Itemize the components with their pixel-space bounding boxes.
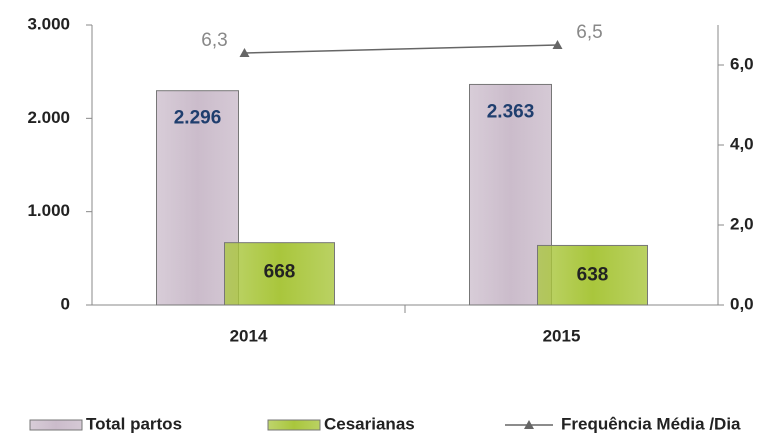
line-marker xyxy=(239,48,250,57)
bar xyxy=(537,244,648,306)
legend-label: Total partos xyxy=(86,414,182,433)
legend-swatch xyxy=(29,419,83,431)
data-label: 2.363 xyxy=(487,101,535,122)
data-label: 638 xyxy=(577,264,609,285)
data-label: 6,5 xyxy=(576,22,602,43)
x-tick-label: 2015 xyxy=(543,326,581,345)
y-tick-label: 0 xyxy=(61,294,70,313)
y2-tick-label: 0,0 xyxy=(730,294,754,313)
legend-label: Frequência Média /Dia xyxy=(561,414,741,433)
y2-tick-label: 4,0 xyxy=(730,134,754,153)
bar xyxy=(224,242,335,306)
x-tick-label: 2014 xyxy=(230,326,268,345)
legend-swatch xyxy=(267,419,321,431)
y2-tick-label: 6,0 xyxy=(730,54,754,73)
legend-label: Cesarianas xyxy=(324,414,415,433)
y-tick-label: 3.000 xyxy=(27,14,70,33)
line-marker xyxy=(552,40,563,49)
data-label: 6,3 xyxy=(201,30,227,51)
y2-tick-label: 2,0 xyxy=(730,214,754,233)
line xyxy=(244,44,558,54)
data-label: 668 xyxy=(264,262,296,283)
data-label: 2.296 xyxy=(174,108,222,129)
y-tick-label: 1.000 xyxy=(27,201,70,220)
legend-marker xyxy=(524,420,534,429)
y-tick-label: 2.000 xyxy=(27,108,70,127)
